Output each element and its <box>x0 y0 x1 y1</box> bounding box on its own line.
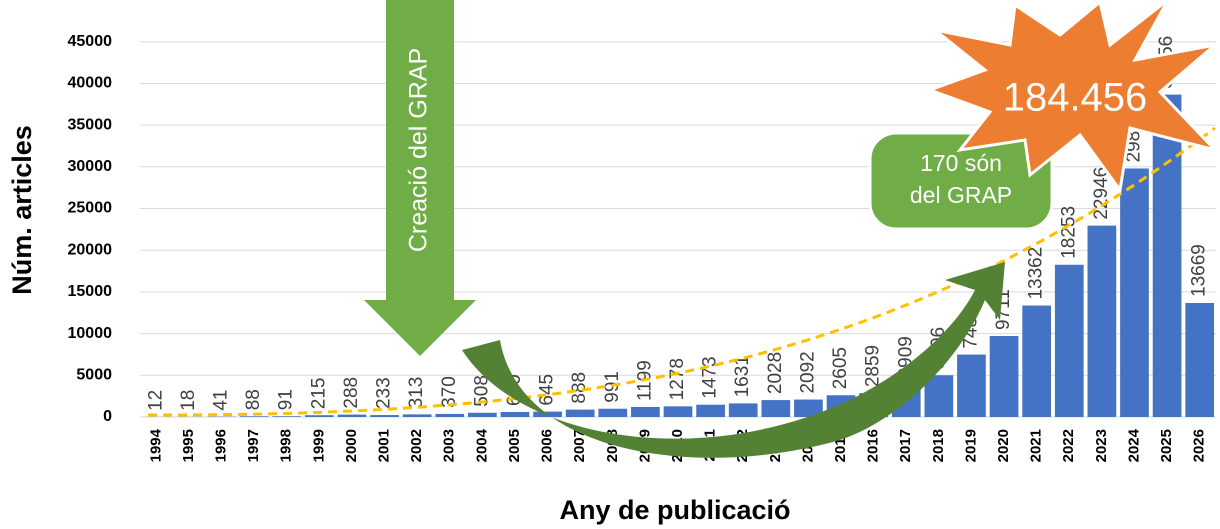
value-label: 41 <box>211 390 232 411</box>
x-tick-label: 2022 <box>1060 429 1077 462</box>
value-label: 2092 <box>797 351 818 393</box>
y-tick-label: 45000 <box>68 33 113 50</box>
bar <box>1185 303 1214 417</box>
bar <box>990 336 1019 417</box>
star-text: 184.456 <box>1003 76 1148 120</box>
bar <box>1153 95 1182 417</box>
bar <box>1022 306 1051 417</box>
bar <box>566 410 595 417</box>
x-tick-label: 2017 <box>897 429 914 462</box>
box-text: del GRAP <box>910 182 1012 208</box>
x-tick-label: 1999 <box>310 429 327 462</box>
x-axis-title: Any de publicació <box>559 495 790 525</box>
value-label: 1278 <box>667 358 688 400</box>
bar <box>305 415 334 417</box>
y-tick-label: 0 <box>103 408 112 425</box>
bar <box>957 355 986 417</box>
y-tick-label: 35000 <box>68 116 113 133</box>
value-label: 288 <box>341 377 362 409</box>
bar <box>338 415 367 417</box>
x-tick-label: 2003 <box>441 429 458 462</box>
bar <box>403 414 432 417</box>
value-label: 1473 <box>700 356 721 398</box>
bar <box>1055 265 1084 417</box>
value-label: 313 <box>406 377 427 409</box>
value-label: 88 <box>243 389 264 410</box>
arrow-head <box>364 300 476 356</box>
x-tick-label: 2006 <box>539 429 556 462</box>
x-tick-label: 2004 <box>473 428 490 462</box>
value-label: 12 <box>145 390 166 411</box>
value-label: 2028 <box>765 352 786 394</box>
box-text: 170 són <box>920 150 1002 176</box>
value-label: 645 <box>537 374 558 406</box>
y-tick-label: 25000 <box>68 200 113 217</box>
x-tick-label: 2025 <box>1158 429 1175 462</box>
value-label: 13362 <box>1026 247 1047 300</box>
x-tick-label: 2002 <box>408 429 425 462</box>
arrow-text: Creació del GRAP <box>405 48 433 252</box>
chart: 0 5000 10000 15000 20000 25000 30000 35000 40000… <box>0 0 1220 529</box>
bar <box>468 413 497 417</box>
x-tick-label: 2005 <box>506 429 523 462</box>
bar <box>631 407 660 417</box>
bar <box>696 405 725 417</box>
bar <box>1120 168 1149 417</box>
y-tick-label: 20000 <box>68 241 113 258</box>
bar <box>729 403 758 417</box>
x-tick-label: 2001 <box>376 429 393 462</box>
value-label: 215 <box>308 378 329 410</box>
bar <box>761 400 790 417</box>
bar <box>1088 226 1117 417</box>
x-tick-label: 2016 <box>865 429 882 462</box>
y-axis-title: Núm. articles <box>7 125 37 295</box>
value-label: 233 <box>374 377 395 409</box>
x-tick-label: 1996 <box>212 429 229 462</box>
y-tick-label: 40000 <box>68 75 113 92</box>
y-tick-label: 15000 <box>68 283 113 300</box>
bar <box>435 414 464 417</box>
value-label: 2605 <box>830 347 851 389</box>
x-tick-label: 1997 <box>245 429 262 462</box>
bar <box>664 406 693 417</box>
value-label: 2859 <box>863 345 884 387</box>
x-tick-label: 1995 <box>180 429 197 462</box>
y-tick-label: 30000 <box>68 158 113 175</box>
value-label: 91 <box>276 389 297 410</box>
bar <box>370 415 399 417</box>
bar <box>501 412 530 417</box>
x-tick-label: 2021 <box>1028 429 1045 462</box>
x-tick-label: 2018 <box>930 429 947 462</box>
x-tick-label: 2023 <box>1093 429 1110 462</box>
x-tick-label: 2026 <box>1191 429 1208 462</box>
bar <box>598 409 627 417</box>
value-label: 18 <box>178 390 199 411</box>
x-tick-label: 2020 <box>995 429 1012 462</box>
value-label: 888 <box>569 372 590 404</box>
x-tick-label: 2019 <box>962 429 979 462</box>
value-label: 13669 <box>1189 244 1210 297</box>
y-tick-label: 5000 <box>76 367 112 384</box>
x-tick-label: 1994 <box>147 428 164 462</box>
x-tick-label: 2000 <box>343 429 360 462</box>
bar <box>240 416 269 417</box>
x-tick-label: 2024 <box>1125 428 1142 462</box>
y-tick-label: 10000 <box>68 325 113 342</box>
x-tick-label: 1998 <box>278 429 295 462</box>
bar <box>272 416 301 417</box>
value-label: 18253 <box>1058 206 1079 259</box>
